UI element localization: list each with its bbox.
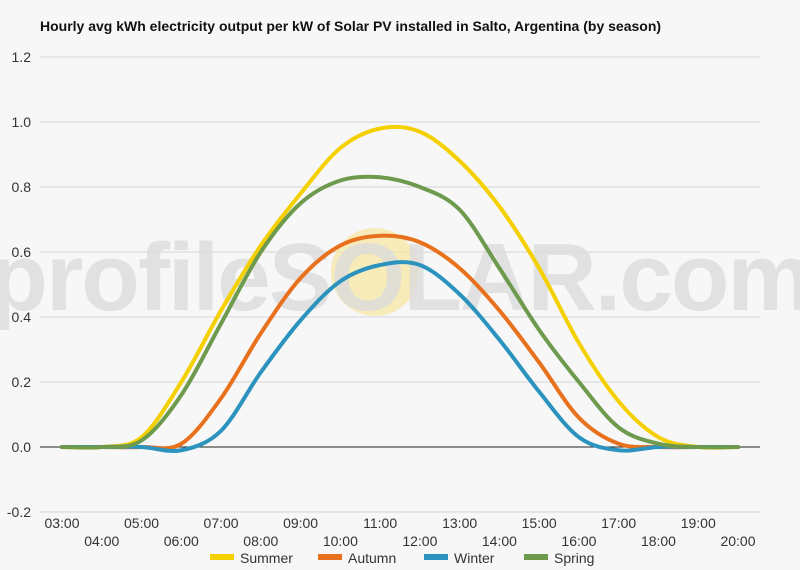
legend-item-autumn: Autumn bbox=[318, 550, 396, 566]
legend-item-spring: Spring bbox=[524, 550, 594, 566]
x-tick-label: 11:00 bbox=[363, 515, 397, 531]
series-line-autumn bbox=[60, 233, 740, 451]
series-line-winter bbox=[60, 260, 740, 453]
y-tick-label: -0.2 bbox=[7, 504, 31, 520]
legend-swatch bbox=[318, 554, 342, 560]
legend-swatch bbox=[524, 554, 548, 560]
x-tick-label: 06:00 bbox=[164, 533, 199, 549]
x-tick-label: 16:00 bbox=[561, 533, 596, 549]
y-tick-label: 0.0 bbox=[12, 439, 32, 455]
x-tick-label: 19:00 bbox=[681, 515, 716, 531]
legend-swatch bbox=[424, 554, 448, 560]
x-tick-label: 15:00 bbox=[522, 515, 557, 531]
y-tick-label: 0.6 bbox=[12, 244, 32, 260]
x-tick-label: 12:00 bbox=[402, 533, 437, 549]
x-tick-label: 13:00 bbox=[442, 515, 477, 531]
legend-item-winter: Winter bbox=[424, 550, 495, 566]
x-tick-label: 17:00 bbox=[601, 515, 636, 531]
x-tick-label: 10:00 bbox=[323, 533, 358, 549]
watermark-text: profileSOLAR.com bbox=[0, 224, 800, 331]
y-tick-label: 0.8 bbox=[12, 179, 32, 195]
x-tick-label: 05:00 bbox=[124, 515, 159, 531]
y-tick-label: 0.4 bbox=[12, 309, 32, 325]
y-tick-label: 1.0 bbox=[12, 114, 32, 130]
x-tick-label: 18:00 bbox=[641, 533, 676, 549]
watermark-sun-icon bbox=[331, 228, 419, 316]
series-line-spring bbox=[60, 174, 740, 450]
legend-item-summer: Summer bbox=[210, 550, 293, 566]
x-tick-label: 20:00 bbox=[720, 533, 755, 549]
legend-label: Autumn bbox=[348, 550, 396, 566]
legend-swatch bbox=[210, 554, 234, 560]
y-tick-label: 0.2 bbox=[12, 374, 32, 390]
x-tick-label: 14:00 bbox=[482, 533, 517, 549]
series-line-summer bbox=[60, 124, 740, 450]
x-tick-label: 03:00 bbox=[44, 515, 79, 531]
x-tick-label: 07:00 bbox=[204, 515, 239, 531]
x-tick-label: 08:00 bbox=[243, 533, 278, 549]
y-tick-label: 1.2 bbox=[12, 49, 32, 65]
legend-label: Winter bbox=[454, 550, 495, 566]
legend-label: Summer bbox=[240, 550, 293, 566]
legend-label: Spring bbox=[554, 550, 594, 566]
chart-title: Hourly avg kWh electricity output per kW… bbox=[40, 18, 662, 34]
x-tick-label: 04:00 bbox=[84, 533, 119, 549]
x-tick-label: 09:00 bbox=[283, 515, 318, 531]
